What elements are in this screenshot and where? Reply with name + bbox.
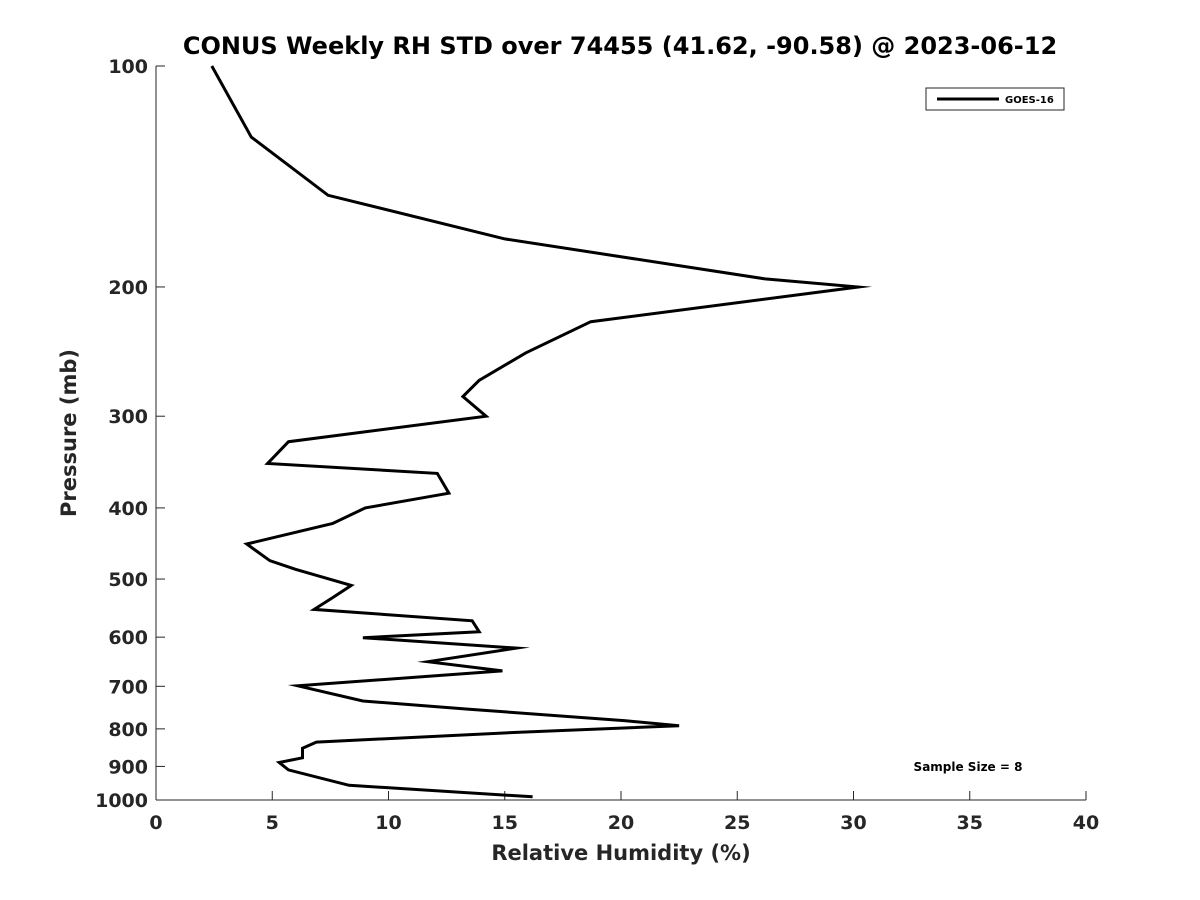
y-tick-label: 500 (108, 569, 148, 591)
y-tick-label: 1000 (95, 790, 148, 812)
y-tick-label: 300 (108, 406, 148, 428)
y-tick-label: 400 (108, 498, 148, 520)
y-ticks: 100 200 300 400 500 600 700 800 900 1000 (95, 56, 165, 812)
y-axis-label: Pressure (mb) (57, 349, 81, 517)
x-tick-label: 25 (724, 812, 750, 834)
series-group (210, 65, 873, 799)
series-line-goes-16 (210, 65, 873, 799)
x-tick-label: 40 (1073, 812, 1099, 834)
y-tick-label: 200 (108, 277, 148, 299)
y-tick-label: 800 (108, 719, 148, 741)
x-tick-label: 35 (957, 812, 983, 834)
legend-label: GOES-16 (1005, 95, 1054, 106)
x-ticks: 0 5 10 15 20 25 30 35 40 (149, 791, 1099, 834)
y-tick-label: 100 (108, 56, 148, 78)
x-tick-label: 30 (840, 812, 866, 834)
x-tick-label: 10 (375, 812, 401, 834)
y-tick-label: 900 (108, 756, 148, 778)
y-tick-label: 700 (108, 676, 148, 698)
x-tick-label: 20 (608, 812, 634, 834)
x-tick-label: 15 (492, 812, 518, 834)
sample-size-annotation: Sample Size = 8 (914, 760, 1023, 774)
y-tick-label: 600 (108, 627, 148, 649)
chart-title: CONUS Weekly RH STD over 74455 (41.62, -… (183, 32, 1057, 60)
legend: GOES-16 (925, 87, 1065, 111)
x-tick-label: 0 (149, 812, 162, 834)
x-tick-label: 5 (266, 812, 279, 834)
x-axis-label: Relative Humidity (%) (491, 841, 750, 865)
